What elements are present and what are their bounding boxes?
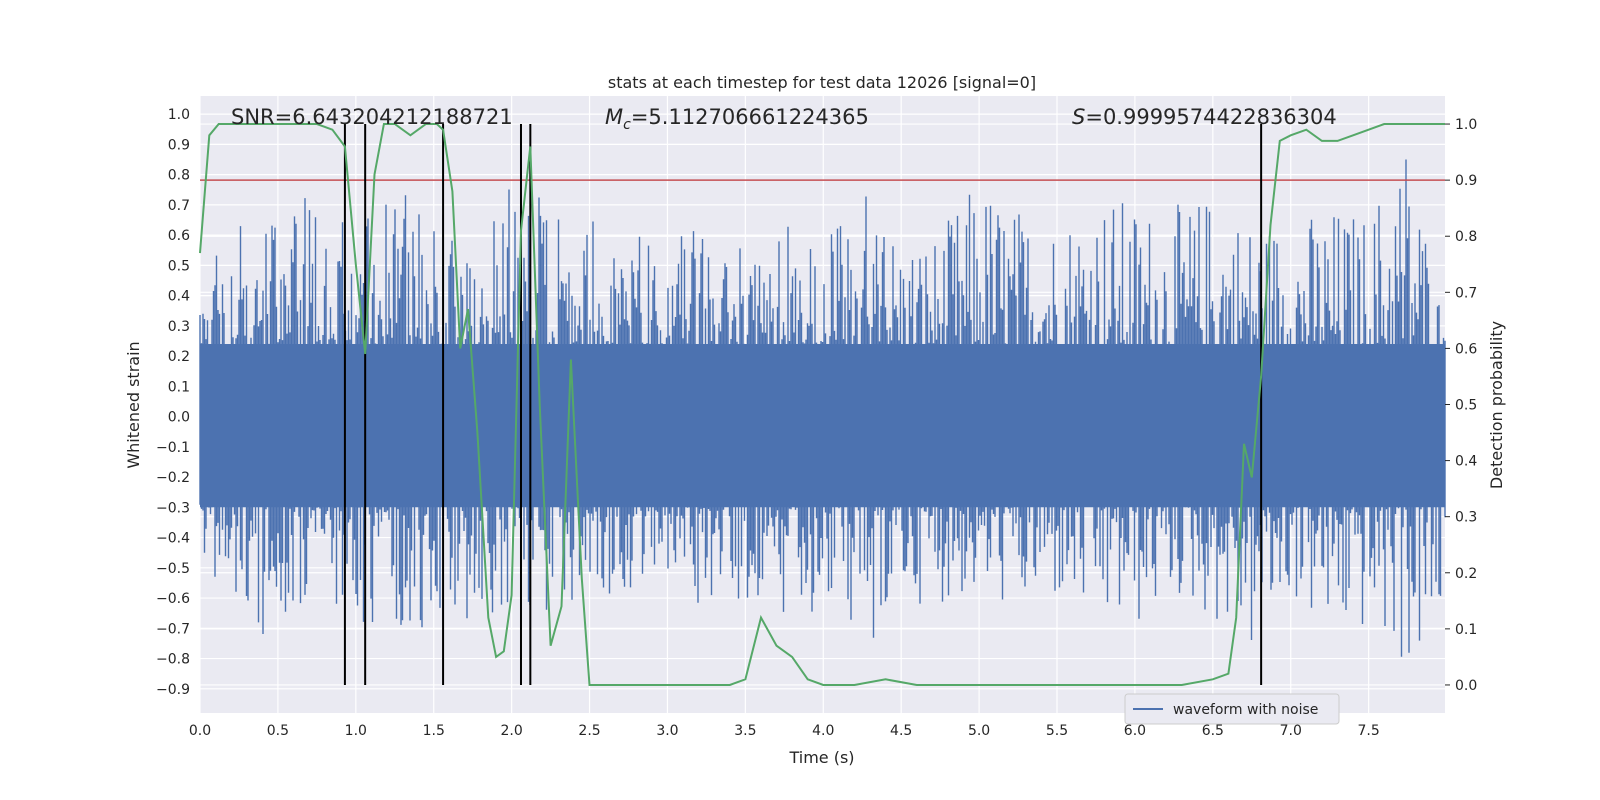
x-tick-label: 2.0 [501, 723, 523, 739]
y2-tick-label: 0.9 [1455, 173, 1477, 189]
y-tick-label: 0.5 [168, 258, 190, 274]
x-tick-label: 6.0 [1124, 723, 1146, 739]
y-axis-ticks: −0.9 −0.8 −0.7 −0.6 −0.5 −0.4 −0.3 −0.2 −0.1 0.0 0… [156, 107, 190, 698]
mc-value: =5.112706661224365 [631, 105, 869, 129]
x-axis-ticks: 0.0 0.5 1.0 1.5 2.0 2.5 3.0 3.5 4.0 4.5 5.0 5.5 6.0 6… [189, 723, 1380, 739]
y-tick-label: 0.7 [168, 198, 190, 214]
legend-entry: waveform with noise [1173, 702, 1318, 718]
y-tick-label: 0.3 [168, 319, 190, 335]
y-tick-label: −0.9 [156, 682, 190, 698]
overlay-lines [200, 124, 1445, 685]
snr-annotation: SNR=6.643204212188721 [231, 105, 513, 129]
y-tick-label: 0.9 [168, 137, 190, 153]
mc-subscript: c [623, 117, 631, 133]
detection-probability-line [199, 123, 1445, 686]
y-tick-label: −0.4 [156, 531, 190, 547]
s-value: =0.9999574422836304 [1085, 105, 1336, 129]
y2-tick-label: 0.2 [1455, 566, 1477, 582]
x-tick-label: 4.0 [812, 723, 834, 739]
x-tick-label: 0.0 [189, 723, 211, 739]
probability-series [199, 123, 1445, 686]
x-tick-label: 1.5 [423, 723, 445, 739]
mc-annotation: Mc=5.112706661224365 [605, 105, 869, 133]
y-tick-label: −0.2 [156, 470, 190, 486]
x-axis-label: Time (s) [788, 748, 854, 767]
x-tick-label: 5.0 [968, 723, 990, 739]
y-tick-label: 0.0 [168, 410, 190, 426]
y2-tick-label: 0.3 [1455, 510, 1477, 526]
y-axis-label: Whitened strain [124, 341, 143, 468]
y2-tick-label: 0.5 [1455, 398, 1477, 414]
x-tick-label: 7.5 [1358, 723, 1380, 739]
x-tick-label: 2.5 [578, 723, 600, 739]
s-annotation: S=0.9999574422836304 [1072, 105, 1337, 129]
y-tick-label: 0.6 [168, 228, 190, 244]
chart-title: stats at each timestep for test data 120… [608, 73, 1036, 92]
y-tick-label: −0.8 [156, 652, 190, 668]
x-tick-label: 5.5 [1046, 723, 1068, 739]
waveform-line [199, 159, 1446, 657]
x-tick-label: 7.0 [1280, 723, 1302, 739]
y2-tick-label: 0.7 [1455, 285, 1477, 301]
y-tick-label: 0.4 [168, 289, 190, 305]
x-tick-label: 1.0 [345, 723, 367, 739]
y-tick-label: −0.7 [156, 621, 190, 637]
y-tick-label: −0.1 [156, 440, 190, 456]
s-symbol: S [1072, 105, 1085, 129]
y2-tick-label: 0.6 [1455, 341, 1477, 357]
y2-tick-label: 0.1 [1455, 622, 1477, 638]
legend: waveform with noise [1124, 693, 1340, 725]
y-tick-label: 0.1 [168, 379, 190, 395]
legend-box [1124, 693, 1340, 725]
y-tick-label: 0.2 [168, 349, 190, 365]
y2-tick-label: 1.0 [1455, 117, 1477, 133]
y2-tick-label: 0.0 [1455, 678, 1477, 694]
y-tick-label: −0.3 [156, 500, 190, 516]
waveform-series [199, 159, 1446, 657]
x-tick-label: 6.5 [1202, 723, 1224, 739]
y-tick-label: −0.6 [156, 591, 190, 607]
x-tick-label: 3.0 [656, 723, 678, 739]
y2-tick-label: 0.4 [1455, 454, 1477, 470]
y2-axis-ticks: 0.0 0.1 0.2 0.3 0.4 0.5 0.6 0.7 0.8 0.9 1.0 [1445, 117, 1477, 694]
y-tick-label: 0.8 [168, 168, 190, 184]
x-tick-label: 0.5 [267, 723, 289, 739]
mc-symbol: M [605, 105, 623, 129]
x-tick-label: 3.5 [734, 723, 756, 739]
y-tick-label: 1.0 [168, 107, 190, 123]
x-tick-label: 4.5 [890, 723, 912, 739]
y-tick-label: −0.5 [156, 561, 190, 577]
y2-axis-label: Detection probability [1487, 321, 1506, 489]
y2-tick-label: 0.8 [1455, 229, 1477, 245]
